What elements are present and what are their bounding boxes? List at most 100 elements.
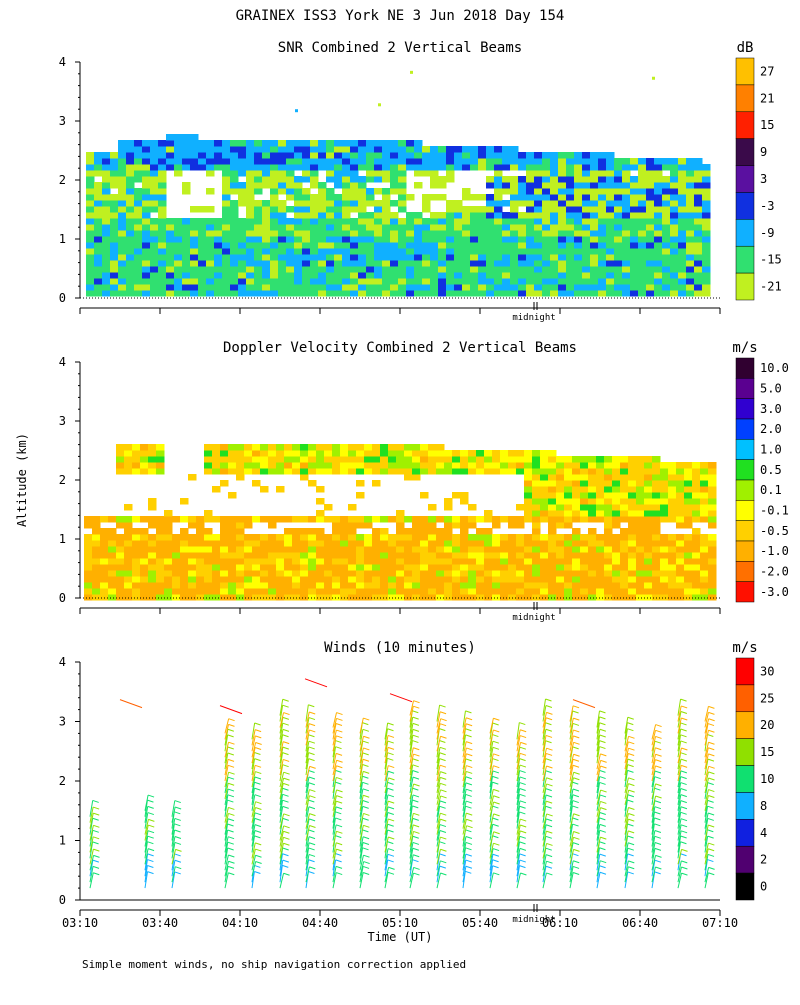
doppler-cell: [372, 594, 381, 601]
wind-barb-flag: [546, 842, 553, 846]
doppler-cell: [540, 450, 549, 457]
snr-cell: [694, 176, 703, 183]
doppler-cell: [412, 576, 421, 583]
doppler-cell: [316, 444, 325, 451]
doppler-cell: [540, 546, 549, 553]
doppler-cell: [116, 594, 125, 601]
wind-barb-flag: [680, 835, 687, 839]
snr-cell: [214, 236, 223, 243]
doppler-cell: [228, 492, 237, 499]
doppler-cell: [628, 558, 637, 565]
wind-barb-flag: [465, 758, 472, 762]
snr-cell: [582, 248, 591, 255]
snr-cell: [158, 284, 167, 291]
doppler-cell: [204, 510, 213, 517]
doppler-cell: [460, 456, 469, 463]
snr-cell: [126, 260, 135, 267]
doppler-cell: [172, 582, 181, 589]
doppler-cell: [532, 552, 541, 559]
snr-cell: [166, 218, 175, 225]
wind-barb-flag: [546, 830, 553, 834]
snr-cell: [598, 152, 607, 159]
wind-barb-flag: [413, 747, 420, 751]
doppler-cell: [676, 462, 685, 469]
doppler-cell: [420, 462, 429, 469]
doppler-cell: [500, 588, 509, 595]
wind-barb: [704, 777, 710, 794]
snr-cell: [590, 194, 599, 201]
snr-cell: [542, 272, 551, 279]
doppler-cell: [356, 558, 365, 565]
doppler-cell: [412, 444, 421, 451]
snr-cell: [230, 176, 239, 183]
wind-barb-flag: [493, 717, 500, 721]
doppler-cell: [596, 546, 605, 553]
snr-cell: [262, 242, 271, 249]
wind-barb: [624, 842, 629, 859]
snr-cell: [150, 200, 159, 207]
doppler-cell: [372, 576, 381, 583]
doppler-cell: [532, 480, 541, 487]
snr-cell: [206, 170, 215, 177]
doppler-cell: [276, 456, 285, 463]
snr-cell: [366, 140, 375, 147]
snr-cell: [86, 260, 95, 267]
snr-cell: [462, 230, 471, 237]
wind-barb: [462, 800, 467, 817]
doppler-cell: [588, 540, 597, 547]
snr-cell: [542, 224, 551, 231]
snr-cell: [494, 224, 503, 231]
snr-cell: [150, 176, 159, 183]
doppler-cell: [164, 522, 173, 529]
wind-barb: [624, 819, 629, 835]
wind-barb-flag: [412, 824, 420, 828]
doppler-cell: [620, 510, 629, 517]
doppler-cell: [164, 588, 173, 595]
snr-cell: [454, 260, 463, 267]
wind-barb-flag: [335, 806, 343, 810]
doppler-cell: [364, 564, 373, 571]
doppler-cell: [276, 462, 285, 469]
wind-barb-flag: [335, 769, 342, 773]
wind-barb: [651, 848, 656, 865]
wind-barb-flag: [282, 746, 290, 750]
doppler-cell: [212, 558, 221, 565]
wind-barb-flag: [92, 799, 99, 803]
snr-cell: [222, 200, 231, 207]
snr-cell: [334, 278, 343, 285]
snr-cell: [438, 146, 447, 153]
doppler-cell: [164, 546, 173, 553]
snr-cell: [598, 188, 607, 195]
doppler-cell: [676, 564, 685, 571]
doppler-cell: [652, 588, 661, 595]
doppler-cell: [652, 486, 661, 493]
wind-barb-flag: [174, 841, 182, 845]
snr-cell: [222, 170, 231, 177]
snr-cell: [454, 236, 463, 243]
snr-cell: [574, 290, 583, 297]
doppler-cell: [516, 594, 525, 601]
snr-cell: [622, 266, 631, 273]
colorbar-label: -3: [760, 199, 774, 213]
wind-barb-flag: [655, 759, 662, 763]
wind-barb: [516, 853, 521, 871]
snr-cell: [614, 278, 623, 285]
snr-cell: [326, 164, 335, 171]
snr-cell: [294, 200, 303, 207]
snr-cell: [94, 194, 103, 201]
snr-cell: [670, 284, 679, 291]
snr-cell: [350, 164, 359, 171]
wind-barb-flag: [254, 835, 261, 839]
doppler-cell: [452, 570, 461, 577]
snr-cell: [294, 290, 303, 297]
wind-barb-flag: [255, 742, 262, 746]
snr-cell: [342, 188, 351, 195]
doppler-cell: [556, 462, 565, 469]
snr-cell: [686, 284, 695, 291]
snr-cell: [638, 230, 647, 237]
x-tick-label: 04:10: [222, 916, 258, 930]
doppler-cell: [196, 546, 205, 553]
doppler-cell: [620, 552, 629, 559]
doppler-cell: [484, 570, 493, 577]
snr-cell: [238, 260, 247, 267]
